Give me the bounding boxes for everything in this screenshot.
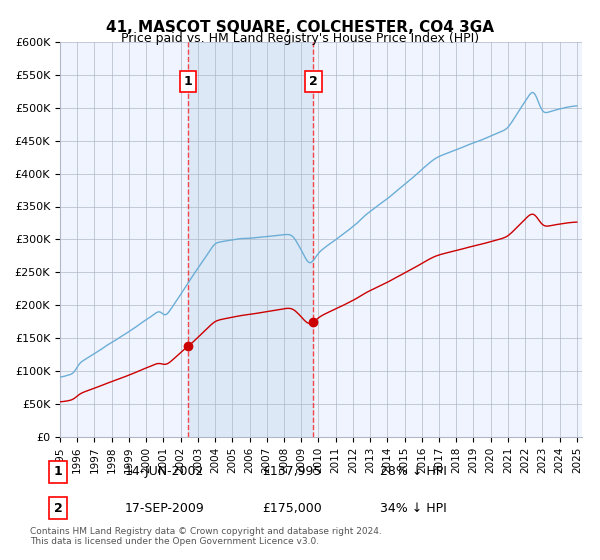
Text: 17-SEP-2009: 17-SEP-2009 xyxy=(125,502,204,515)
Text: 1: 1 xyxy=(54,465,62,478)
Text: 41, MASCOT SQUARE, COLCHESTER, CO4 3GA: 41, MASCOT SQUARE, COLCHESTER, CO4 3GA xyxy=(106,20,494,35)
Text: 2: 2 xyxy=(309,75,318,88)
Text: 2: 2 xyxy=(54,502,62,515)
Text: 28% ↓ HPI: 28% ↓ HPI xyxy=(380,465,446,478)
Text: 34% ↓ HPI: 34% ↓ HPI xyxy=(380,502,446,515)
Text: 1: 1 xyxy=(184,75,193,88)
Text: 14-JUN-2002: 14-JUN-2002 xyxy=(125,465,204,478)
Text: Contains HM Land Registry data © Crown copyright and database right 2024.
This d: Contains HM Land Registry data © Crown c… xyxy=(30,526,382,546)
Text: £175,000: £175,000 xyxy=(262,502,322,515)
Text: £137,995: £137,995 xyxy=(262,465,322,478)
Text: Price paid vs. HM Land Registry's House Price Index (HPI): Price paid vs. HM Land Registry's House … xyxy=(121,32,479,45)
Bar xyxy=(188,42,313,437)
